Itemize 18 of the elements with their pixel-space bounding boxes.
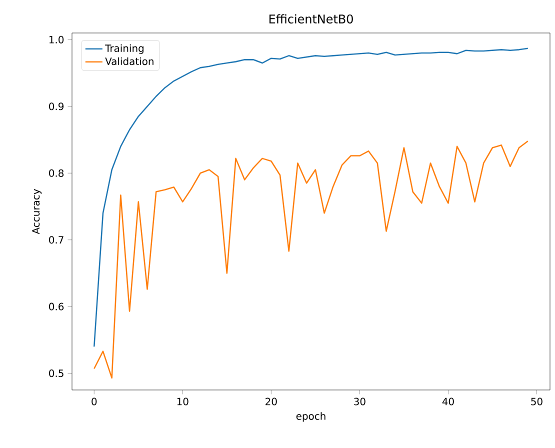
x-tick-label: 0 [92, 398, 97, 406]
x-axis-title: epoch [296, 412, 326, 422]
x-tick-label: 40 [442, 398, 454, 406]
y-tick-label: 0.6 [49, 302, 64, 310]
chart-title: EfficientNetB0 [269, 14, 353, 24]
y-tick-label: 0.8 [49, 169, 64, 177]
y-tick-label: 1.0 [49, 36, 64, 44]
x-tick-label: 10 [177, 398, 188, 406]
y-tick-label: 0.5 [49, 370, 64, 378]
y-axis-title: Accuracy [32, 189, 42, 234]
legend-label: Training [105, 44, 144, 54]
x-tick-label: 50 [531, 398, 542, 406]
y-tick-label: 0.7 [49, 236, 64, 244]
line-series [93, 140, 529, 379]
x-tick-label: 30 [354, 398, 366, 406]
legend-label: Validation [105, 57, 154, 66]
x-tick-label: 20 [266, 398, 277, 406]
y-tick-label: 0.9 [49, 102, 64, 110]
